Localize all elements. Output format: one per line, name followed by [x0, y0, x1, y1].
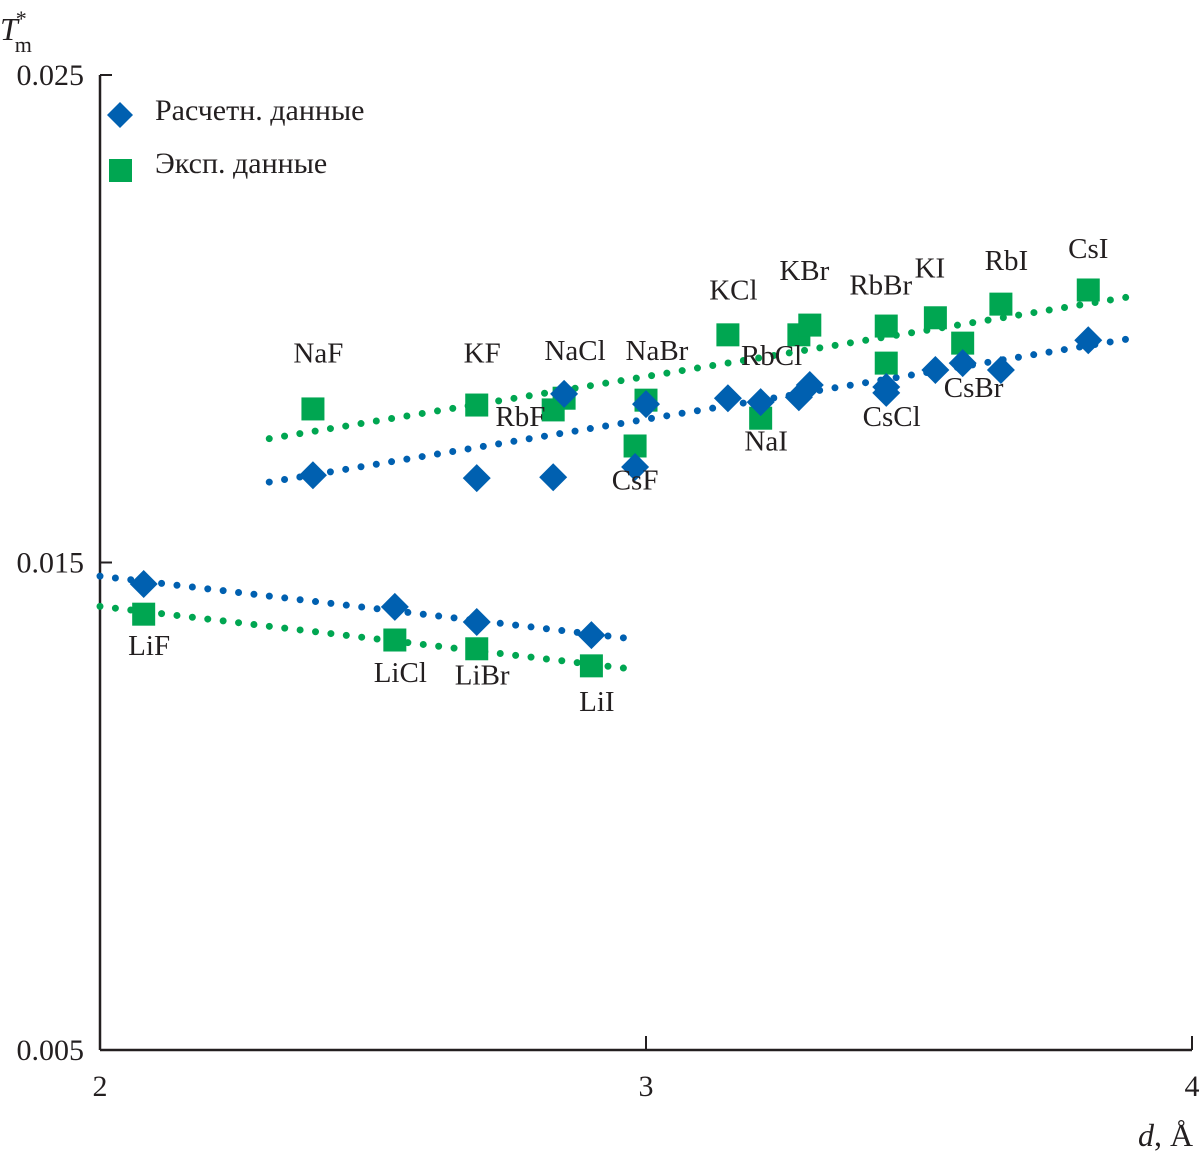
- marker-calculated-KF: [462, 464, 491, 493]
- point-label-KCl: KCl: [709, 274, 757, 306]
- marker-experimental-KF: [465, 393, 489, 417]
- point-label-LiF: LiF: [128, 630, 170, 662]
- marker-calculated-CsI: [1074, 326, 1103, 355]
- y-tick-label: 0.025: [17, 59, 85, 92]
- marker-calculated-LiCl: [380, 592, 409, 621]
- trendline-calculated-upper: [265, 335, 1130, 486]
- marker-calculated-NaCl: [550, 379, 579, 408]
- legend-item-calculated: Расчетн. данные: [107, 94, 364, 128]
- point-label-RbBr: RbBr: [849, 269, 912, 301]
- x-axis-title: d, Å: [1138, 1117, 1193, 1153]
- axes: 0.005 0.015 0.025 2 3 4: [17, 59, 1200, 1103]
- marker-experimental-LiF: [132, 602, 156, 626]
- marker-calculated-KI: [921, 355, 950, 384]
- marker-experimental-RbI: [989, 292, 1013, 316]
- point-label-KI: KI: [915, 252, 946, 284]
- marker-experimental-KI: [923, 306, 947, 330]
- marker-experimental-NaI: [749, 406, 773, 430]
- marker-calculated-KBr: [795, 371, 824, 400]
- marker-calculated-LiF: [129, 569, 158, 598]
- marker-calculated-NaI: [746, 388, 775, 417]
- point-label-NaF: NaF: [293, 338, 343, 370]
- legend-item-experimental: Эксп. данные: [109, 147, 327, 182]
- marker-experimental-RbBr: [874, 314, 898, 338]
- marker-calculated-KCl: [713, 384, 742, 413]
- marker-experimental-CsCl: [874, 351, 898, 375]
- marker-calculated-LiBr: [462, 607, 491, 636]
- marker-experimental-LiI: [579, 654, 603, 678]
- point-label-NaBr: NaBr: [626, 335, 689, 367]
- point-label-RbCl: RbCl: [741, 340, 802, 372]
- marker-experimental-CsF: [623, 434, 647, 458]
- point-label-NaCl: NaCl: [544, 335, 605, 367]
- trendline-calculated-Li: [96, 572, 634, 643]
- marker-experimental-LiBr: [465, 637, 489, 661]
- marker-experimental-KCl: [716, 323, 740, 347]
- marker-calculated-NaF: [298, 461, 327, 490]
- x-tick-label: 3: [639, 1070, 654, 1103]
- marker-calculated-CsBr: [948, 349, 977, 378]
- x-tick-label: 2: [93, 1070, 108, 1103]
- point-label-LiBr: LiBr: [455, 659, 510, 691]
- marker-calculated-RbI: [986, 355, 1015, 384]
- legend: Расчетн. данные Эксп. данные: [107, 94, 364, 182]
- trendline-experimental-Li: [96, 602, 634, 673]
- point-label-CsCl: CsCl: [863, 401, 921, 433]
- x-tick-label: 4: [1185, 1070, 1200, 1103]
- point-label-CsBr: CsBr: [944, 372, 1004, 404]
- marker-calculated-NaBr: [632, 390, 660, 419]
- point-label-KF: KF: [464, 338, 501, 370]
- marker-calculated-RbBr: [872, 373, 901, 401]
- markers: [129, 278, 1103, 678]
- point-label-RbF: RbF: [495, 401, 545, 433]
- point-label-NaI: NaI: [744, 425, 787, 457]
- trendlines: [96, 293, 1130, 673]
- point-label-RbI: RbI: [985, 245, 1029, 277]
- legend-square-marker: [109, 159, 132, 182]
- legend-diamond-marker: [107, 102, 133, 128]
- point-label-LiCl: LiCl: [374, 657, 427, 689]
- marker-experimental-LiCl: [383, 628, 407, 652]
- marker-calculated-RbF: [539, 463, 568, 492]
- trendline-experimental-upper: [265, 293, 1130, 443]
- marker-experimental-KBr: [798, 313, 822, 337]
- point-label-CsI: CsI: [1068, 233, 1108, 265]
- marker-calculated-CsF: [621, 452, 650, 481]
- point-label-KBr: KBr: [779, 255, 829, 287]
- point-label-CsF: CsF: [612, 464, 659, 496]
- y-axis-title: T* m: [0, 6, 32, 57]
- marker-experimental-NaF: [301, 397, 325, 421]
- y-tick-label: 0.005: [17, 1034, 85, 1067]
- legend-label-experimental: Эксп. данные: [155, 147, 327, 180]
- marker-calculated-LiI: [577, 621, 606, 650]
- marker-experimental-CsI: [1076, 278, 1100, 302]
- y-tick-label: 0.015: [17, 547, 85, 580]
- marker-experimental-CsBr: [951, 331, 975, 355]
- legend-label-calculated: Расчетн. данные: [155, 94, 364, 127]
- point-label-LiI: LiI: [579, 686, 614, 718]
